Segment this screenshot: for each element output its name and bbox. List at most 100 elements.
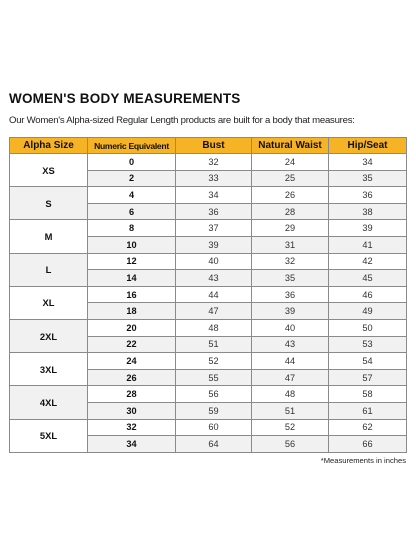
table-row: M 8 37 29 39 [9, 219, 407, 254]
waist-cell: 31 [251, 235, 329, 254]
waist-cell: 35 [251, 269, 329, 287]
table-row: 10 39 31 41 [10, 235, 407, 254]
bust-cell: 51 [175, 335, 252, 354]
waist-cell: 25 [251, 169, 329, 188]
header-hip-seat: Hip/Seat [328, 137, 407, 154]
header-numeric-equivalent: Numeric Equivalent [87, 137, 176, 154]
numeric-cell: 2 [87, 169, 176, 188]
table-row: 34 64 56 66 [10, 435, 407, 453]
numeric-cell: 18 [87, 302, 176, 320]
waist-cell: 44 [251, 352, 329, 370]
table-row: 3XL 24 52 44 54 [9, 352, 407, 387]
bust-cell: 64 [175, 435, 252, 453]
hip-cell: 39 [328, 219, 407, 237]
alpha-size-cell: 4XL [9, 385, 88, 420]
table-row: 5XL 32 60 52 62 [9, 418, 407, 453]
numeric-cell: 20 [87, 318, 176, 337]
alpha-size-cell: 2XL [9, 318, 88, 354]
waist-cell: 39 [251, 302, 329, 320]
table-row: 2XL 20 48 40 50 [9, 318, 407, 354]
hip-cell: 35 [328, 169, 407, 188]
bust-cell: 47 [175, 302, 252, 320]
measurements-table: Alpha Size Numeric Equivalent Bust Natur… [9, 137, 407, 453]
hip-cell: 41 [328, 235, 407, 254]
numeric-cell: 22 [87, 335, 176, 354]
numeric-cell: 28 [87, 385, 176, 403]
numeric-cell: 0 [87, 153, 176, 171]
waist-cell: 29 [251, 219, 329, 237]
alpha-size-cell: 3XL [9, 352, 88, 387]
bust-cell: 52 [175, 352, 252, 370]
numeric-cell: 24 [87, 352, 176, 370]
waist-cell: 24 [251, 153, 329, 171]
hip-cell: 53 [328, 335, 407, 354]
bust-cell: 40 [175, 252, 252, 271]
table-row: XL 16 44 36 46 [9, 285, 407, 320]
bust-cell: 32 [175, 153, 252, 171]
waist-cell: 43 [251, 335, 329, 354]
table-row: XS 0 32 24 34 [9, 152, 407, 188]
page-title: WOMEN'S BODY MEASUREMENTS [9, 91, 241, 106]
alpha-size-cell: XL [9, 285, 88, 320]
waist-cell: 28 [251, 202, 329, 221]
table-row: 6 36 28 38 [10, 202, 407, 221]
waist-cell: 47 [251, 368, 329, 387]
hip-cell: 38 [328, 202, 407, 221]
numeric-cell: 4 [87, 186, 176, 204]
bust-cell: 55 [175, 368, 252, 387]
alpha-size-cell: XS [9, 152, 88, 188]
alpha-size-cell: 5XL [9, 418, 88, 453]
bust-cell: 44 [175, 285, 252, 304]
numeric-cell: 6 [87, 202, 176, 221]
waist-cell: 48 [251, 385, 329, 403]
numeric-cell: 34 [87, 435, 176, 453]
table-row: 4XL 28 56 48 58 [9, 385, 407, 420]
hip-cell: 66 [328, 435, 407, 453]
bust-cell: 60 [175, 418, 252, 437]
numeric-cell: 14 [87, 269, 176, 287]
bust-cell: 36 [175, 202, 252, 221]
table-row: L 12 40 32 42 [9, 252, 407, 287]
bust-cell: 56 [175, 385, 252, 403]
footnote: *Measurements in inches [320, 456, 406, 465]
bust-cell: 59 [175, 401, 252, 420]
hip-cell: 54 [328, 352, 407, 370]
bust-cell: 34 [175, 186, 252, 204]
table-row: 22 51 43 53 [10, 335, 407, 354]
header-natural-waist: Natural Waist [251, 137, 329, 154]
bust-cell: 43 [175, 269, 252, 287]
hip-cell: 36 [328, 186, 407, 204]
numeric-cell: 26 [87, 368, 176, 387]
numeric-cell: 32 [87, 418, 176, 437]
table-row: 14 43 35 45 [10, 269, 407, 287]
alpha-size-cell: M [9, 219, 88, 254]
hip-cell: 50 [328, 318, 407, 337]
hip-cell: 49 [328, 302, 407, 320]
numeric-cell: 10 [87, 235, 176, 254]
table-header-row: Alpha Size Numeric Equivalent Bust Natur… [9, 137, 407, 154]
hip-cell: 61 [328, 401, 407, 420]
bust-cell: 39 [175, 235, 252, 254]
bust-cell: 37 [175, 219, 252, 237]
waist-cell: 32 [251, 252, 329, 271]
waist-cell: 26 [251, 186, 329, 204]
header-alpha-size: Alpha Size [9, 137, 88, 154]
numeric-cell: 30 [87, 401, 176, 420]
waist-cell: 51 [251, 401, 329, 420]
bust-cell: 33 [175, 169, 252, 188]
waist-cell: 56 [251, 435, 329, 453]
hip-cell: 58 [328, 385, 407, 403]
hip-cell: 45 [328, 269, 407, 287]
bust-cell: 48 [175, 318, 252, 337]
waist-cell: 36 [251, 285, 329, 304]
waist-cell: 52 [251, 418, 329, 437]
numeric-cell: 12 [87, 252, 176, 271]
alpha-size-cell: S [9, 186, 88, 221]
table-row: 30 59 51 61 [10, 401, 407, 420]
hip-cell: 62 [328, 418, 407, 437]
hip-cell: 34 [328, 153, 407, 171]
alpha-size-cell: L [9, 252, 88, 287]
numeric-cell: 16 [87, 285, 176, 304]
numeric-cell: 8 [87, 219, 176, 237]
table-row: S 4 34 26 36 [9, 186, 407, 221]
